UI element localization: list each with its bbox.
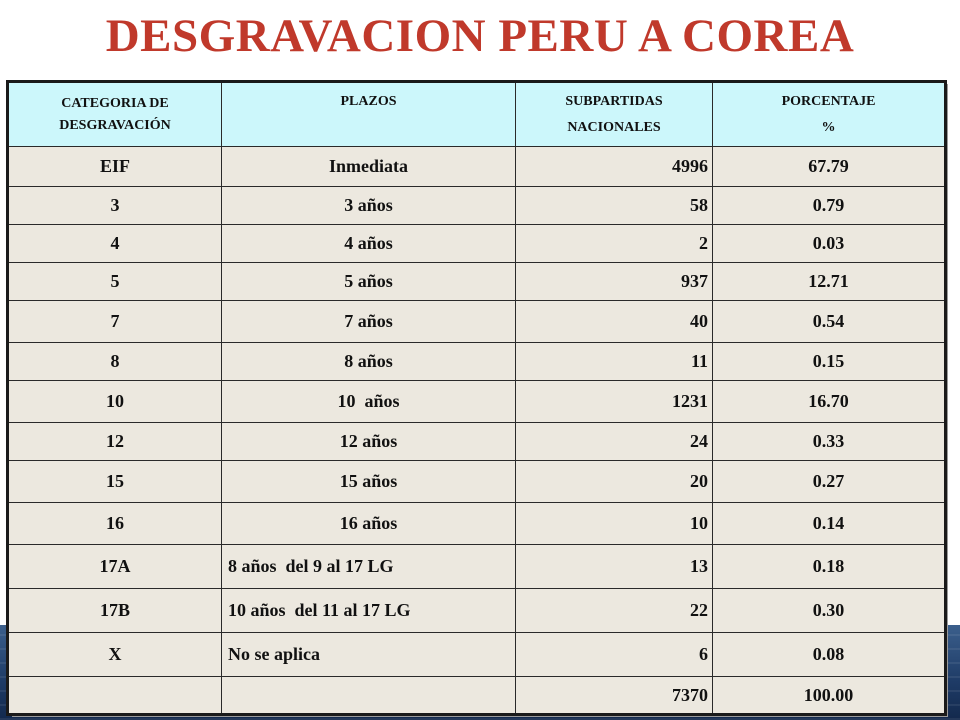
cell-plazo: 4 años — [221, 224, 516, 263]
header-plazos: PLAZOS — [221, 81, 516, 147]
cell-categoria: 3 — [7, 186, 222, 225]
cell-subpartidas: 937 — [515, 262, 713, 301]
cell-porcentaje: 67.79 — [712, 146, 946, 187]
cell-plazo: 10 años — [221, 380, 516, 423]
cell-porcentaje: 0.30 — [712, 588, 946, 633]
table-row: 5 5 años 937 12.71 — [7, 262, 946, 301]
cell-subpartidas: 22 — [515, 588, 713, 633]
header-porcentaje: PORCENTAJE % — [712, 81, 946, 147]
cell-plazo: 16 años — [221, 502, 516, 545]
header-categoria-line1: CATEGORIA DE — [61, 95, 169, 111]
table-row: 17A 8 años del 9 al 17 LG 13 0.18 — [7, 544, 946, 589]
cell-total-plazo — [221, 676, 516, 715]
header-plazos-label: PLAZOS — [340, 94, 397, 109]
cell-porcentaje: 0.54 — [712, 300, 946, 343]
header-subpartidas: SUBPARTIDAS NACIONALES — [515, 81, 713, 147]
cell-categoria: 5 — [7, 262, 222, 301]
cell-plazo: 5 años — [221, 262, 516, 301]
cell-plazo: 10 años del 11 al 17 LG — [221, 588, 516, 633]
cell-categoria: 17B — [7, 588, 222, 633]
header-porcentaje-line1: PORCENTAJE — [781, 93, 876, 109]
cell-plazo: 7 años — [221, 300, 516, 343]
cell-plazo: 8 años — [221, 342, 516, 381]
cell-subpartidas: 24 — [515, 422, 713, 461]
header-porcentaje-line2: % — [821, 119, 836, 135]
table-row: EIF Inmediata 4996 67.79 — [7, 146, 946, 187]
table-row: X No se aplica 6 0.08 — [7, 632, 946, 677]
cell-porcentaje: 0.18 — [712, 544, 946, 589]
cell-plazo: No se aplica — [221, 632, 516, 677]
table-row: 10 10 años 1231 16.70 — [7, 380, 946, 423]
cell-subpartidas: 10 — [515, 502, 713, 545]
cell-porcentaje: 0.79 — [712, 186, 946, 225]
cell-subpartidas: 13 — [515, 544, 713, 589]
header-subpartidas-line1: SUBPARTIDAS — [565, 93, 663, 109]
cell-porcentaje: 0.14 — [712, 502, 946, 545]
cell-porcentaje: 0.15 — [712, 342, 946, 381]
table-row: 4 4 años 2 0.03 — [7, 224, 946, 263]
cell-porcentaje: 0.03 — [712, 224, 946, 263]
cell-categoria: 8 — [7, 342, 222, 381]
cell-subpartidas: 11 — [515, 342, 713, 381]
cell-porcentaje: 16.70 — [712, 380, 946, 423]
cell-categoria: 7 — [7, 300, 222, 343]
header-categoria: CATEGORIA DE DESGRAVACIÓN — [7, 81, 222, 147]
table-row: 12 12 años 24 0.33 — [7, 422, 946, 461]
table-row: 16 16 años 10 0.14 — [7, 502, 946, 545]
cell-subpartidas: 6 — [515, 632, 713, 677]
cell-subpartidas: 20 — [515, 460, 713, 503]
cell-subpartidas: 40 — [515, 300, 713, 343]
table-row: 3 3 años 58 0.79 — [7, 186, 946, 225]
table-row: 8 8 años 11 0.15 — [7, 342, 946, 381]
cell-categoria: 15 — [7, 460, 222, 503]
cell-categoria: 16 — [7, 502, 222, 545]
table-row: 15 15 años 20 0.27 — [7, 460, 946, 503]
table-total-row: 7370 100.00 — [7, 676, 946, 715]
cell-subpartidas: 4996 — [515, 146, 713, 187]
header-categoria-line2: DESGRAVACIÓN — [59, 117, 171, 133]
desgravacion-table: CATEGORIA DE DESGRAVACIÓN PLAZOS SUBPART… — [6, 80, 947, 716]
cell-subpartidas: 1231 — [515, 380, 713, 423]
cell-plazo: Inmediata — [221, 146, 516, 187]
cell-plazo: 15 años — [221, 460, 516, 503]
cell-plazo: 3 años — [221, 186, 516, 225]
cell-porcentaje: 0.27 — [712, 460, 946, 503]
cell-categoria: 17A — [7, 544, 222, 589]
page-title: DESGRAVACION PERU A COREA — [105, 10, 855, 62]
cell-porcentaje: 0.33 — [712, 422, 946, 461]
cell-total-categoria — [7, 676, 222, 715]
cell-total-subpartidas: 7370 — [515, 676, 713, 715]
header-subpartidas-line2: NACIONALES — [567, 119, 661, 135]
table-row: 7 7 años 40 0.54 — [7, 300, 946, 343]
cell-subpartidas: 58 — [515, 186, 713, 225]
table-header-row: CATEGORIA DE DESGRAVACIÓN PLAZOS SUBPART… — [7, 81, 946, 147]
cell-categoria: 12 — [7, 422, 222, 461]
cell-plazo: 12 años — [221, 422, 516, 461]
cell-porcentaje: 0.08 — [712, 632, 946, 677]
cell-porcentaje: 12.71 — [712, 262, 946, 301]
cell-categoria: EIF — [7, 146, 222, 187]
cell-categoria: X — [7, 632, 222, 677]
cell-plazo: 8 años del 9 al 17 LG — [221, 544, 516, 589]
cell-subpartidas: 2 — [515, 224, 713, 263]
cell-categoria: 10 — [7, 380, 222, 423]
cell-categoria: 4 — [7, 224, 222, 263]
cell-total-porcentaje: 100.00 — [712, 676, 946, 715]
table-row: 17B 10 años del 11 al 17 LG 22 0.30 — [7, 588, 946, 633]
